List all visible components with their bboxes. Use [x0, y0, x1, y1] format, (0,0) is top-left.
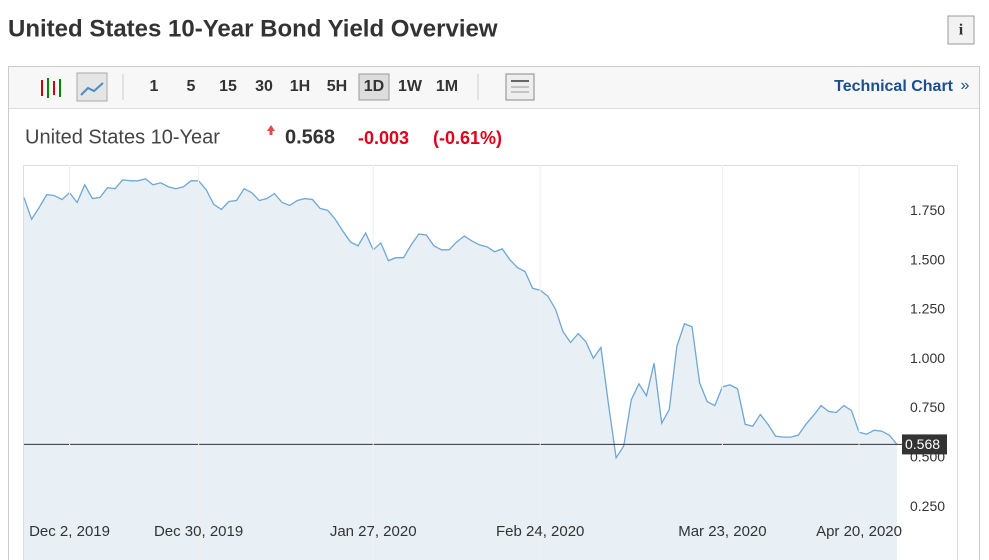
current-value-label: 0.568: [905, 436, 940, 452]
x-tick-label: Feb 24, 2020: [496, 523, 584, 540]
x-tick-label: Mar 23, 2020: [678, 523, 766, 540]
x-tick-label: Dec 30, 2019: [154, 523, 243, 540]
y-tick-label: 0.750: [910, 399, 945, 415]
interval-button[interactable]: 30: [255, 78, 273, 95]
interval-button[interactable]: 5H: [327, 78, 347, 95]
interval-selected: [358, 73, 390, 101]
interval-button[interactable]: 1D: [364, 78, 384, 95]
info-icon[interactable]: i: [959, 22, 964, 39]
interval-button[interactable]: 5: [187, 78, 196, 95]
plot-frame: [23, 165, 958, 560]
toolbar: [9, 67, 979, 108]
x-tick-label: Dec 2, 2019: [29, 523, 110, 540]
quote-change: -0.003: [358, 128, 409, 148]
x-tick-label: Apr 20, 2020: [816, 523, 902, 540]
quote-name: United States 10-Year: [25, 126, 220, 148]
area: [24, 178, 897, 560]
interval-button[interactable]: 1W: [398, 78, 423, 95]
current-value-box: [902, 434, 947, 455]
down-arrow: [267, 125, 275, 135]
quote-change-pct: (-0.61%): [433, 128, 502, 148]
line-icon: [80, 82, 104, 96]
interval-button[interactable]: 1H: [290, 78, 310, 95]
line: [23, 178, 898, 460]
x-tick-label: Jan 27, 2020: [330, 523, 417, 540]
y-tick-label: 1.500: [910, 251, 945, 267]
link-arrow[interactable]: »: [961, 77, 970, 94]
technical-chart-link[interactable]: Technical Chart: [834, 78, 954, 95]
interval-button[interactable]: 1M: [436, 78, 458, 95]
page-title: United States 10-Year Bond Yield Overvie…: [8, 15, 498, 42]
y-tick-label: 1.250: [910, 301, 945, 317]
quote-price: 0.568: [285, 126, 335, 148]
y-tick-label: 1.750: [910, 202, 945, 218]
interval-button[interactable]: 15: [219, 78, 237, 95]
y-tick-label: 0.250: [910, 498, 945, 514]
interval-button[interactable]: 1: [150, 78, 159, 95]
info-button[interactable]: [947, 15, 975, 45]
y-tick-label: 1.000: [910, 350, 945, 366]
line-icon-button[interactable]: [76, 72, 108, 102]
candle-icon[interactable]: [41, 78, 61, 98]
